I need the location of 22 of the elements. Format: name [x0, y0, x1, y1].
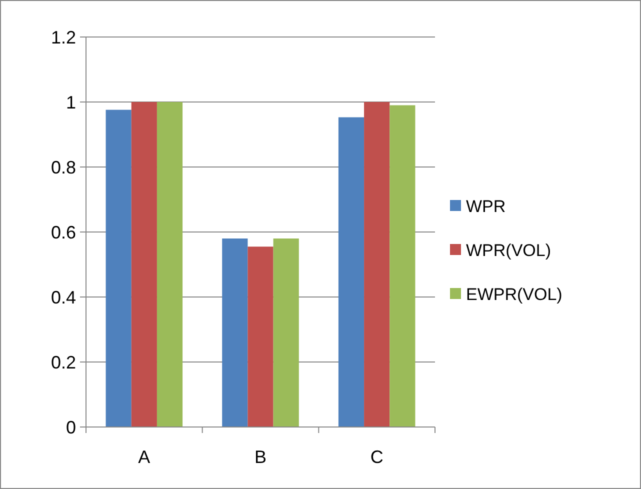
legend-label: WPR: [466, 196, 506, 216]
y-tick-label: 0.2: [50, 352, 76, 372]
x-tick-label: B: [254, 447, 267, 467]
bar: [222, 238, 248, 427]
legend-label: WPR(VOL): [466, 240, 551, 260]
x-tick-label: C: [370, 447, 384, 467]
bar: [131, 102, 157, 427]
y-tick-label: 0.4: [50, 287, 76, 308]
bar: [106, 110, 132, 427]
y-tick-label: 0.8: [50, 157, 76, 178]
y-tick-label: 0.6: [50, 222, 76, 242]
bar: [364, 102, 390, 427]
bar: [248, 246, 274, 427]
y-tick-label: 1: [66, 92, 76, 112]
y-tick-label: 1.2: [50, 27, 76, 48]
x-tick-label: A: [138, 447, 150, 467]
y-tick-label: 0: [66, 417, 76, 438]
bar: [390, 105, 416, 427]
bar: [338, 117, 364, 427]
bar: [273, 238, 299, 427]
bar: [156, 102, 183, 427]
legend-label: EWPR(VOL): [466, 284, 562, 304]
